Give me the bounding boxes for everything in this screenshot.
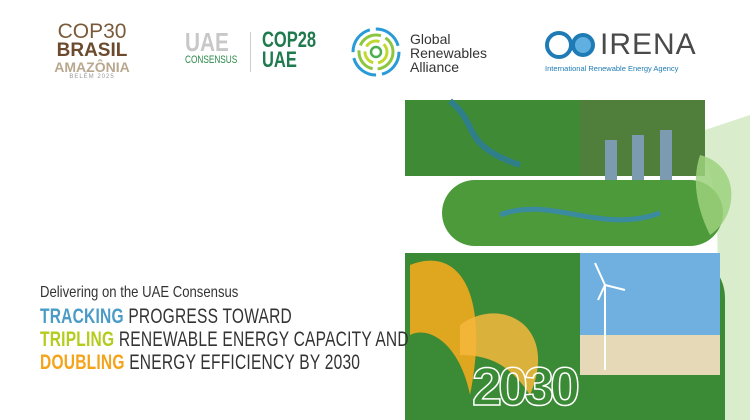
title-line-doubling: DOUBLING ENERGY EFFICIENCY BY 2030 (40, 351, 361, 374)
title-line-tracking: TRACKING PROGRESS TOWARD (40, 305, 292, 328)
cop30-logo: COP30 BRASIL AMAZÔNIA BELÉM 2025 (54, 20, 130, 80)
irena-globe-icon (545, 31, 595, 59)
cop28-logo: COP28 UAE (262, 27, 317, 72)
uae-consensus-logo: UAE CONSENSUS (185, 27, 238, 66)
logo-divider (250, 32, 251, 72)
title-line-tripling: TRIPLING RENEWABLE ENERGY CAPACITY AND (40, 328, 409, 351)
orange-leaf (410, 260, 477, 395)
cover-subtitle: Delivering on the UAE Consensus (40, 284, 239, 301)
gra-circle-icon (351, 27, 401, 77)
gra-logo: Global Renewables Alliance (410, 31, 488, 75)
year-text: 2030 (472, 357, 580, 417)
forest-band-middle (442, 180, 723, 246)
cover-artwork: 2030 (405, 98, 750, 420)
